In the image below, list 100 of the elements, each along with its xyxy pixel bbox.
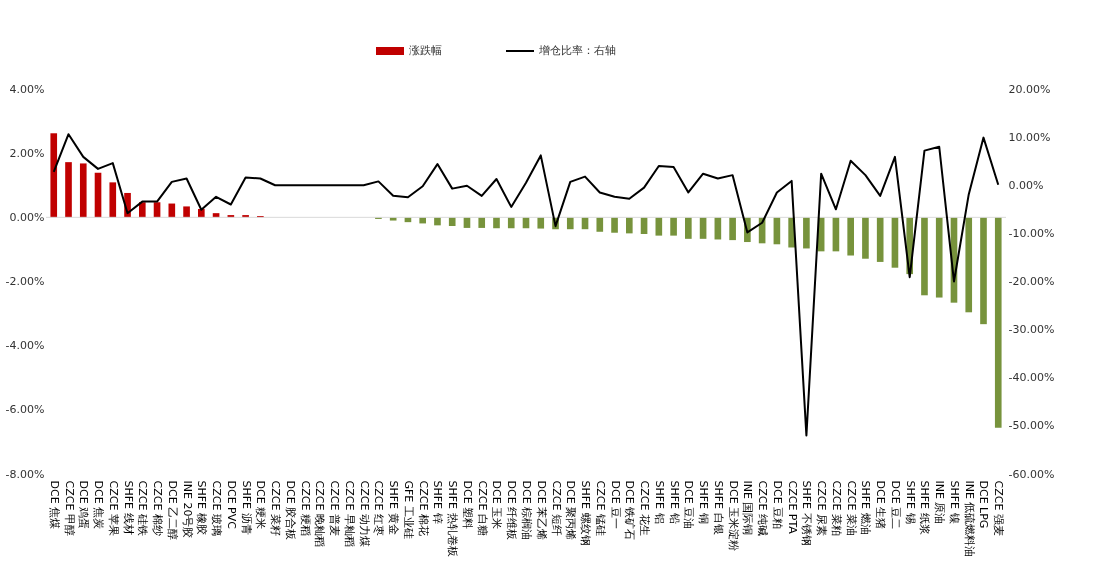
- x-tick-label: DCE 乙二醇: [165, 480, 179, 541]
- y2-tick-label: 10.00%: [1008, 130, 1051, 144]
- x-tick-label: CZCE PTA: [785, 480, 799, 535]
- x-tick-label: CZCE 菜籽: [269, 480, 283, 536]
- x-tick-label: SHFE 线材: [121, 480, 135, 535]
- y-tick-label: 0.00%: [9, 210, 45, 224]
- bar: [198, 208, 205, 218]
- y2-tick-label: -30.00%: [1008, 323, 1055, 337]
- bar: [994, 217, 1002, 428]
- x-tick-label: SHFE 锡: [903, 480, 917, 524]
- x-tick-label: SHFE 白银: [711, 480, 725, 535]
- bar: [168, 203, 176, 218]
- x-tick-label: CZCE 锰硅: [593, 480, 607, 536]
- bar: [803, 217, 810, 249]
- x-tick-label: DCE 聚丙烯: [564, 480, 578, 541]
- x-tick-label: DCE 焦煤: [47, 480, 61, 530]
- x-tick-label: SHFE 镍: [947, 480, 961, 524]
- x-tick-label: SHFE 锌: [431, 480, 445, 524]
- bar: [980, 217, 987, 325]
- x-tick-label: CZCE 粳稻: [298, 480, 312, 536]
- x-tick-label: DCE 胶合板: [283, 480, 297, 541]
- x-tick-label: DCE 塑料: [460, 480, 474, 530]
- bar: [65, 162, 72, 218]
- x-tick-label: CZCE 菜粕: [829, 480, 843, 536]
- bar: [478, 217, 486, 228]
- x-tick-label: CZCE 早籼稻: [342, 480, 356, 547]
- x-tick-label: CZCE 玻璃: [210, 480, 224, 536]
- bar: [109, 182, 117, 218]
- x-tick-label: DCE 焦炭: [92, 480, 106, 530]
- x-tick-label: CZCE 棉纱: [151, 480, 165, 536]
- bar: [138, 202, 146, 218]
- bar: [862, 217, 869, 259]
- x-tick-label: DCE 铁矿石: [623, 480, 637, 541]
- y2-tick-label: -10.00%: [1008, 226, 1055, 240]
- x-tick-label: INE 20号胶: [180, 480, 194, 539]
- bar: [729, 217, 736, 241]
- bar: [876, 217, 884, 262]
- x-tick-label: CZCE 短纤: [549, 480, 563, 536]
- x-tick-label: DCE 棕榈油: [520, 480, 533, 541]
- y-tick-label: -8.00%: [5, 467, 45, 481]
- bar: [670, 217, 677, 236]
- x-tick-label: CZCE 纯碱: [756, 480, 770, 536]
- x-tick-label: DCE PVC: [224, 480, 238, 530]
- y-tick-label: -2.00%: [5, 275, 45, 288]
- x-tick-label: CZCE 花生: [638, 480, 652, 536]
- x-tick-label: DCE 生猪: [874, 480, 888, 530]
- x-tick-label: INE 国际铜: [741, 480, 755, 536]
- x-tick-label: CZCE 尿素: [815, 480, 829, 536]
- bar: [507, 217, 515, 229]
- legend-label: 涨跌幅: [409, 44, 442, 57]
- x-tick-label: DCE 豆粕: [770, 480, 784, 530]
- bar: [79, 163, 87, 218]
- bar: [921, 217, 928, 296]
- bar: [685, 217, 692, 239]
- x-tick-label: DCE LPG: [977, 480, 991, 529]
- x-tick-label: SHFE 螺纹钢: [579, 480, 593, 546]
- bar: [566, 217, 574, 230]
- x-tick-label: SHFE 不锈钢: [800, 480, 814, 546]
- y-tick-label: -4.00%: [5, 339, 45, 353]
- legend-label: 增仓比率：右轴: [538, 44, 616, 57]
- x-tick-label: DCE 玉米: [490, 480, 504, 530]
- x-tick-label: SHFE 橡胶: [195, 480, 209, 535]
- bar: [965, 217, 973, 313]
- x-tick-label: SHFE 铝: [652, 480, 666, 524]
- x-tick-label: DCE 豆一: [608, 480, 622, 530]
- y-tick-label: 2.00%: [9, 146, 45, 160]
- x-tick-label: CZCE 动力煤: [357, 480, 371, 547]
- bar: [493, 217, 500, 229]
- bar: [611, 217, 618, 233]
- x-tick-label: DCE 豆油: [682, 480, 696, 530]
- x-tick-label: DCE 苯乙烯: [534, 480, 548, 541]
- x-tick-label: DCE 玉米淀粉: [726, 480, 740, 552]
- y-tick-label: 4.00%: [9, 82, 45, 96]
- x-tick-label: CZCE 苹果: [106, 480, 120, 536]
- x-tick-label: DCE 粳米: [254, 480, 268, 530]
- x-tick-label: CZCE 棉花: [416, 480, 430, 536]
- y2-tick-label: -60.00%: [1008, 467, 1055, 481]
- bar: [183, 206, 190, 218]
- bar: [596, 217, 604, 232]
- bar: [242, 215, 249, 218]
- x-tick-label: GFE 工业硅: [401, 480, 415, 539]
- bar: [50, 133, 58, 218]
- x-tick-label: CZCE 强麦: [992, 480, 1006, 536]
- bar: [625, 217, 633, 234]
- x-tick-label: SHFE 铅: [667, 480, 681, 524]
- x-tick-label: SHFE 沥青: [239, 480, 253, 535]
- x-tick-label: SHFE 燃油: [859, 480, 873, 535]
- x-tick-label: INE 低硫燃料油: [962, 480, 976, 558]
- x-tick-label: DCE 鸡蛋: [77, 480, 91, 530]
- x-tick-label: CZCE 晚籼稻: [313, 480, 327, 547]
- line-series: [52, 133, 1000, 437]
- y2-tick-label: -50.00%: [1008, 419, 1055, 433]
- x-tick-label: INE 原油: [933, 480, 947, 525]
- y2-tick-label: 20.00%: [1008, 82, 1051, 96]
- x-tick-label: CZCE 白糖: [475, 480, 489, 536]
- bar: [891, 217, 899, 268]
- y2-tick-label: 0.00%: [1008, 178, 1044, 192]
- x-tick-label: SHFE 铜: [697, 480, 711, 524]
- x-tick-label: CZCE 菜油: [844, 480, 858, 536]
- bar: [935, 217, 943, 298]
